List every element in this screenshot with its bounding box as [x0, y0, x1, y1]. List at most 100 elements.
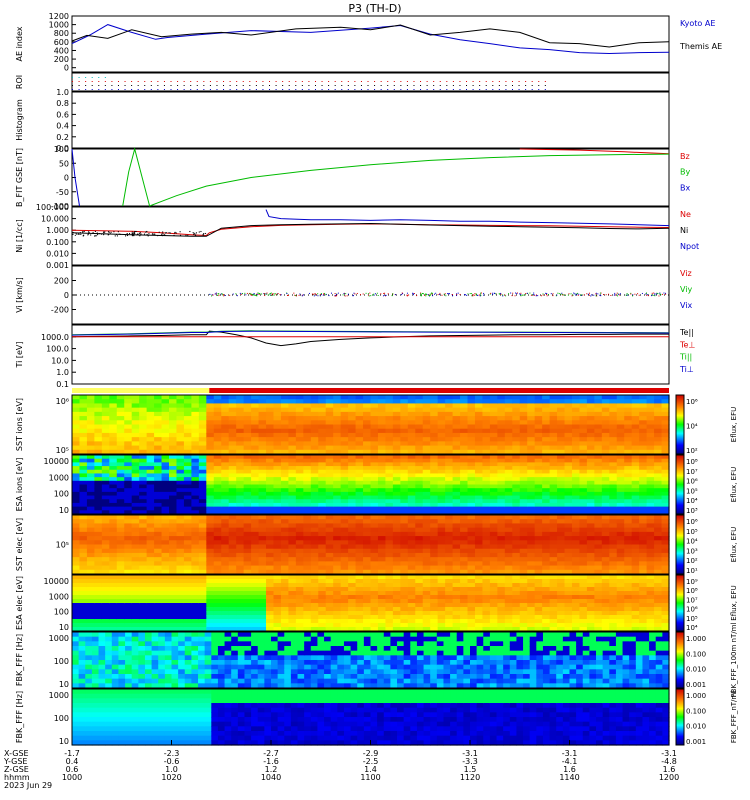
spec-cell	[213, 591, 222, 596]
spec-cell	[355, 579, 364, 584]
spec-cell	[512, 484, 521, 489]
spec-cell	[557, 462, 566, 467]
spec-cell	[325, 515, 334, 520]
spec-cell	[400, 552, 409, 558]
spec-cell	[303, 536, 312, 541]
spec-cell	[474, 488, 484, 493]
spec-cell	[430, 502, 439, 508]
spec-cell	[176, 611, 185, 616]
roi-dot	[78, 89, 80, 90]
roi-dot	[117, 81, 119, 82]
roi-dot	[538, 81, 540, 82]
vi-noise-dot	[479, 292, 481, 294]
spec-cell	[460, 477, 469, 482]
spec-cell	[445, 428, 454, 434]
vi-noise-dot	[420, 295, 422, 297]
spec-cell	[467, 455, 476, 460]
spec-cell	[340, 565, 349, 571]
spec-cell	[422, 502, 431, 508]
vi-noise-dot	[605, 294, 607, 296]
spec-cell	[400, 544, 409, 550]
spec-cell	[124, 611, 133, 616]
vi-noise-dot	[384, 292, 386, 294]
spec-cell	[377, 515, 387, 520]
spec-cell	[109, 403, 118, 409]
spec-cell	[109, 599, 118, 604]
spec-cell	[594, 519, 603, 525]
vi-noise-dot	[572, 294, 574, 296]
spec-cell	[512, 548, 521, 554]
spec-cell	[557, 437, 566, 442]
spec-cell	[557, 488, 566, 493]
spec-cell	[340, 557, 349, 562]
spec-cell	[86, 495, 95, 500]
spec-cell	[333, 458, 342, 463]
vi-noise-dot	[335, 295, 337, 297]
spec-cell	[221, 416, 230, 421]
spec-cell	[213, 627, 222, 632]
spec-cell	[639, 449, 648, 455]
spec-cell	[392, 523, 401, 529]
spec-cell	[161, 495, 170, 500]
spec-cell	[519, 399, 528, 405]
spec-cell	[594, 536, 603, 541]
spec-cell	[318, 473, 327, 478]
spec-cell	[616, 441, 625, 447]
vi-noise-dot	[591, 294, 593, 296]
spec-cell	[258, 561, 267, 567]
spec-cell	[340, 540, 349, 546]
spec-cell	[452, 424, 461, 430]
vi-noise-dot	[575, 294, 577, 296]
spec-cell	[333, 449, 342, 455]
spec-cell	[139, 519, 148, 525]
spec-cell	[601, 458, 610, 463]
spec-cell	[303, 403, 312, 409]
spec-cell	[460, 484, 469, 489]
spec-cell	[228, 473, 237, 478]
spec-cell	[236, 540, 245, 546]
spec-cell	[348, 477, 357, 482]
ni-noise-dot	[137, 234, 140, 236]
spec-cell	[609, 491, 618, 497]
vi-noise-dot	[514, 295, 516, 297]
spec-cell	[586, 411, 595, 417]
spec-cell	[131, 591, 140, 596]
spec-cell	[146, 403, 155, 409]
spec-cell	[474, 515, 484, 520]
spec-cell	[534, 484, 543, 489]
spec-cell	[213, 491, 222, 497]
spec-cell	[295, 531, 304, 537]
spec-cell	[340, 611, 349, 616]
spec-cell	[101, 432, 110, 438]
spec-cell	[430, 437, 439, 442]
spec-cell	[549, 455, 558, 460]
spec-cell	[124, 540, 133, 546]
vi-noise-dot	[489, 293, 491, 295]
spec-cell	[198, 488, 207, 493]
spec-cell	[109, 540, 118, 546]
spec-cell	[206, 407, 215, 413]
vi-noise-dot	[479, 295, 481, 297]
spec-cell	[460, 561, 469, 567]
spec-cell	[169, 536, 178, 541]
spec-cell	[646, 424, 655, 430]
roi-dot	[544, 85, 546, 86]
spec-cell	[400, 540, 409, 546]
spec-cell	[109, 579, 118, 584]
roi-dot	[518, 81, 520, 82]
spec-cell	[191, 499, 200, 504]
spec-cell	[527, 445, 536, 451]
roi-dot	[111, 85, 113, 86]
spec-cell	[363, 420, 372, 426]
spec-cell	[86, 611, 95, 616]
vi-noise-dot	[319, 294, 321, 296]
spec-cell	[139, 536, 148, 541]
spec-cell	[94, 495, 103, 500]
spec-cell	[206, 449, 215, 455]
spec-cell	[348, 441, 357, 447]
spec-cell	[72, 531, 81, 537]
spec-cell	[646, 565, 655, 571]
spec-cell	[519, 557, 528, 562]
spec-cell	[109, 569, 118, 575]
spec-cell	[355, 506, 364, 511]
